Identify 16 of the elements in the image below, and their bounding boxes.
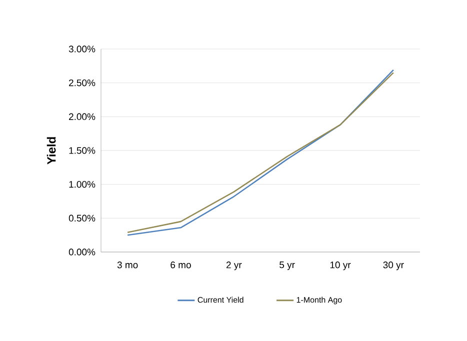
- x-tick-label: 10 yr: [330, 262, 351, 270]
- x-tick-label: 30 yr: [383, 262, 404, 270]
- legend-label: Current Yield: [198, 296, 244, 303]
- x-tick-label: 2 yr: [226, 262, 242, 270]
- y-tick-label: 0.50%: [68, 214, 96, 222]
- legend-label: 1-Month Ago: [296, 296, 342, 304]
- y-tick-label: 1.50%: [69, 147, 96, 154]
- y-tick-label: 1.00%: [69, 180, 96, 188]
- y-tick-label: 3.00%: [68, 46, 96, 52]
- y-axis-title: Yield: [46, 137, 56, 164]
- y-tick-label: 2.00%: [69, 113, 96, 120]
- x-tick-label: 3 mo: [117, 262, 138, 268]
- x-tick-label: 6 mo: [170, 262, 191, 268]
- y-tick-label: 2.50%: [69, 79, 96, 86]
- x-tick-label: 5 yr: [280, 262, 295, 270]
- y-tick-label: 0.00%: [68, 248, 96, 256]
